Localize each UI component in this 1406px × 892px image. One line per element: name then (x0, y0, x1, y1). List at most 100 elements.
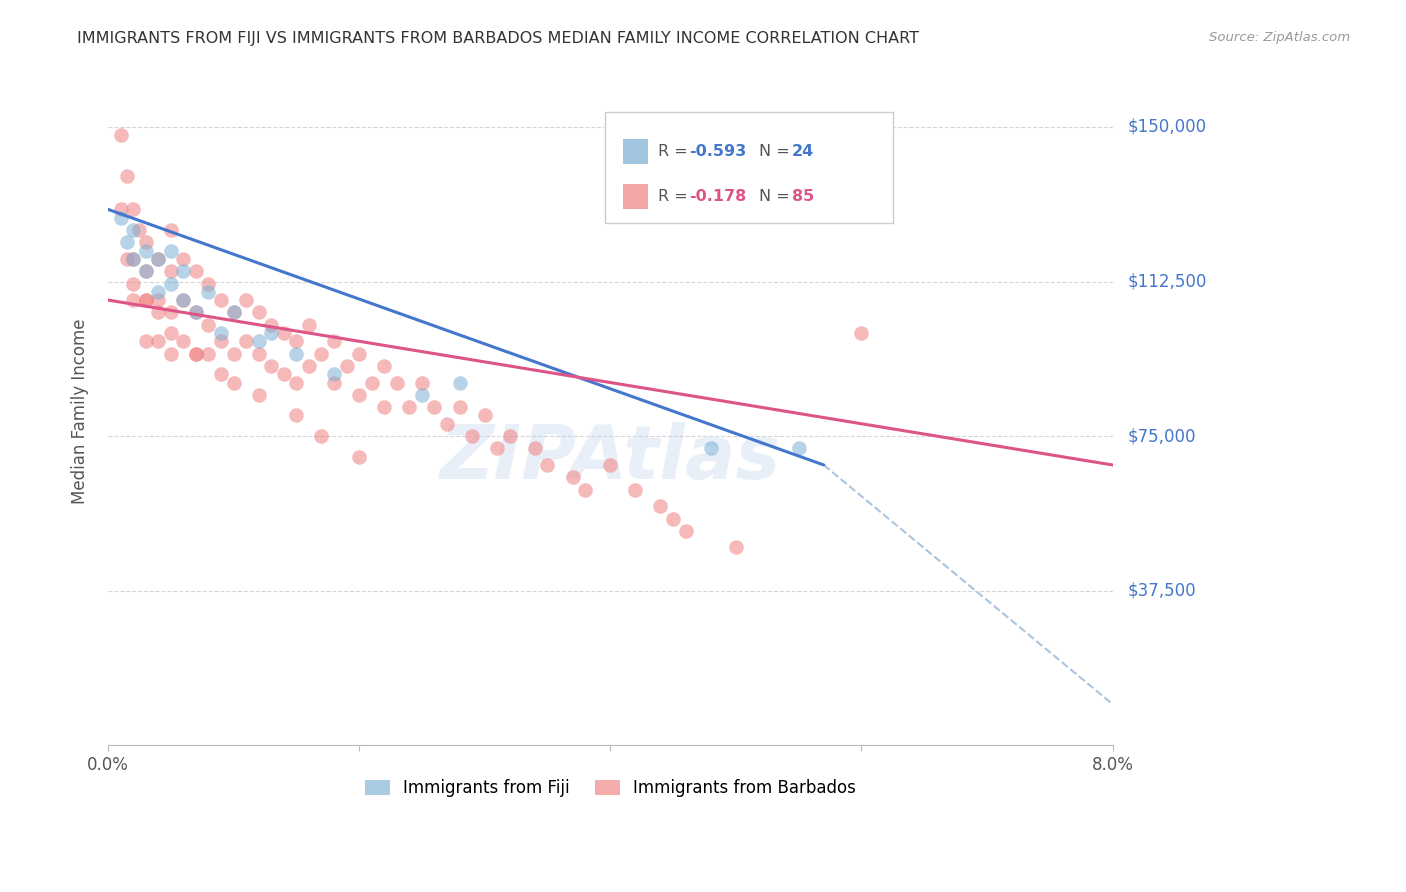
Point (159, 223, 181, 237)
Point (323, 334, 346, 349)
Point (411, 376, 433, 390)
Point (184, 264, 207, 278)
Point (209, 326, 232, 340)
Point (285, 409, 308, 423)
Point (209, 293, 232, 307)
Point (222, 305, 245, 319)
Point (247, 305, 270, 319)
Point (474, 409, 496, 423)
Point (699, 442, 721, 456)
Text: -0.593: -0.593 (689, 144, 747, 159)
Point (675, 524, 697, 538)
Point (260, 318, 283, 332)
Text: $150,000: $150,000 (1128, 118, 1206, 136)
Point (347, 346, 370, 360)
Point (197, 285, 219, 299)
Point (172, 293, 194, 307)
Point (411, 388, 433, 402)
Point (148, 305, 170, 319)
Point (148, 285, 170, 299)
Point (135, 264, 157, 278)
Point (247, 334, 270, 349)
Point (373, 401, 395, 415)
Point (135, 293, 157, 307)
Point (122, 277, 145, 291)
Point (486, 442, 509, 456)
Point (172, 252, 194, 266)
Point (235, 293, 257, 307)
Point (172, 293, 194, 307)
Text: $75,000: $75,000 (1128, 427, 1197, 445)
Point (461, 429, 484, 443)
Point (209, 368, 232, 382)
Point (159, 277, 181, 291)
Point (172, 334, 194, 349)
Text: $112,500: $112,500 (1128, 272, 1206, 291)
Point (323, 376, 346, 390)
Point (128, 223, 150, 237)
Point (222, 376, 245, 390)
Point (115, 235, 138, 250)
Point (449, 376, 471, 390)
Point (347, 388, 370, 402)
Point (574, 483, 596, 497)
Legend: Immigrants from Fiji, Immigrants from Barbados: Immigrants from Fiji, Immigrants from Ba… (359, 772, 862, 804)
Point (311, 346, 333, 360)
Point (135, 235, 157, 250)
Point (122, 252, 145, 266)
Text: N =: N = (759, 144, 796, 159)
Point (285, 376, 308, 390)
Point (197, 346, 219, 360)
Point (148, 252, 170, 266)
Point (110, 202, 132, 217)
Text: R =: R = (658, 189, 693, 204)
Point (122, 252, 145, 266)
Point (398, 401, 420, 415)
Text: $37,500: $37,500 (1128, 582, 1197, 599)
Point (247, 388, 270, 402)
Point (449, 401, 471, 415)
Point (523, 442, 546, 456)
Point (273, 368, 295, 382)
Point (851, 326, 873, 340)
Point (311, 429, 333, 443)
Point (298, 318, 321, 332)
Point (135, 334, 157, 349)
Point (724, 541, 747, 555)
Point (110, 128, 132, 143)
Point (184, 346, 207, 360)
Point (360, 376, 382, 390)
Point (662, 511, 685, 525)
Point (110, 211, 132, 225)
Point (624, 483, 647, 497)
Point (222, 305, 245, 319)
Point (260, 326, 283, 340)
Point (260, 359, 283, 373)
Point (122, 223, 145, 237)
Point (436, 417, 458, 431)
Point (373, 359, 395, 373)
Point (197, 277, 219, 291)
Point (209, 334, 232, 349)
Point (273, 326, 295, 340)
Point (347, 450, 370, 464)
Point (115, 169, 138, 184)
Text: IMMIGRANTS FROM FIJI VS IMMIGRANTS FROM BARBADOS MEDIAN FAMILY INCOME CORRELATIO: IMMIGRANTS FROM FIJI VS IMMIGRANTS FROM … (77, 31, 920, 46)
Text: Source: ZipAtlas.com: Source: ZipAtlas.com (1209, 31, 1350, 45)
Point (536, 458, 558, 472)
Text: 24: 24 (792, 144, 814, 159)
Point (159, 244, 181, 258)
Point (135, 264, 157, 278)
Point (235, 334, 257, 349)
Point (148, 252, 170, 266)
Text: 85: 85 (792, 189, 814, 204)
Point (561, 470, 583, 484)
Point (184, 305, 207, 319)
Text: ZIPAtlas: ZIPAtlas (440, 422, 780, 495)
Point (423, 401, 446, 415)
Point (385, 376, 408, 390)
Point (247, 346, 270, 360)
Y-axis label: Median Family Income: Median Family Income (72, 318, 89, 504)
Point (285, 346, 308, 360)
Point (135, 293, 157, 307)
